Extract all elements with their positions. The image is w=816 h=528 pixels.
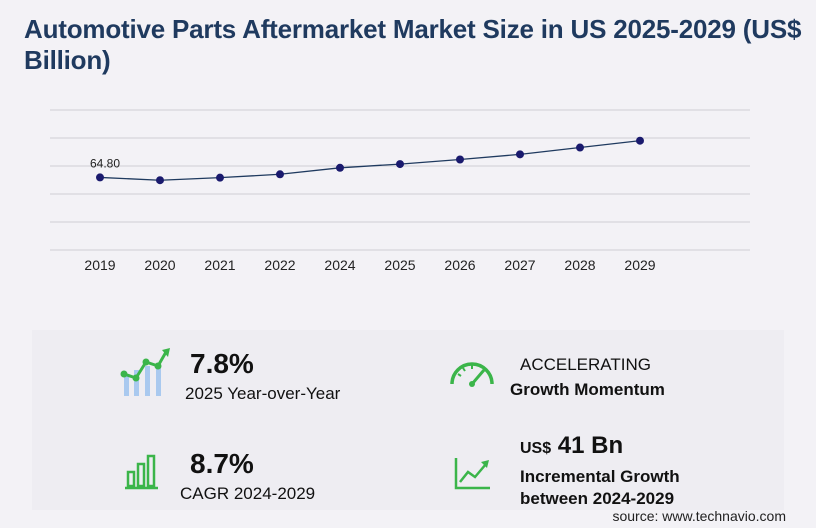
x-axis-ticks: 2019 2020 2021 2022 2024 2025 2026 2027 2028 2029 <box>84 257 655 273</box>
trend-up-icon <box>454 458 490 490</box>
x-tick-2021: 2021 <box>204 257 235 273</box>
data-point-2021 <box>216 173 224 182</box>
x-tick-2024: 2024 <box>324 257 355 273</box>
series-line <box>99 140 641 181</box>
x-tick-2026: 2026 <box>444 257 475 273</box>
x-tick-2028: 2028 <box>564 257 595 273</box>
data-labels: 64.80 <box>90 156 120 170</box>
incremental-label-2: between 2024-2029 <box>520 489 675 508</box>
data-point-2029 <box>636 136 644 145</box>
data-point-2027 <box>516 150 524 159</box>
bar-growth-icon <box>120 348 170 396</box>
x-tick-2027: 2027 <box>504 257 535 273</box>
yoy-label: 2025 Year-over-Year <box>185 384 341 403</box>
cagr-label: CAGR 2024-2029 <box>180 484 316 503</box>
incremental-value: US$ 41 Bn <box>520 432 623 460</box>
source-credit: source: www.technavio.com <box>612 508 786 524</box>
incremental-label-1: Incremental Growth <box>520 467 680 486</box>
x-tick-2022: 2022 <box>264 257 295 273</box>
momentum-value: ACCELERATING <box>520 355 651 374</box>
data-markers <box>96 136 644 185</box>
yoy-value: 7.8% <box>190 348 254 379</box>
x-tick-2029: 2029 <box>624 257 655 273</box>
currency-prefix: US$ <box>520 440 552 457</box>
bar-chart-icon <box>125 454 158 490</box>
cagr-value: 8.7% <box>190 448 254 479</box>
incremental-amount: 41 Bn <box>557 432 624 459</box>
data-point-2020 <box>156 176 164 185</box>
momentum-label: Growth Momentum <box>510 380 665 399</box>
data-point-2028 <box>576 143 584 152</box>
data-point-2026 <box>456 155 464 164</box>
data-label-2019: 64.80 <box>90 156 120 170</box>
line-chart: 64.80 2019 2020 2021 2022 2024 2025 2026 2027 20… <box>50 109 750 273</box>
data-point-2024 <box>336 163 344 172</box>
data-point-2025 <box>396 160 404 169</box>
chart-title: Automotive Parts Aftermarket Market Size… <box>24 14 802 75</box>
data-point-2022 <box>276 170 284 179</box>
x-tick-2020: 2020 <box>144 257 175 273</box>
x-tick-2019: 2019 <box>84 257 115 273</box>
data-point-2019 <box>96 173 104 182</box>
speedometer-icon <box>450 362 494 387</box>
stats-panel <box>32 330 784 510</box>
x-tick-2025: 2025 <box>384 257 415 273</box>
